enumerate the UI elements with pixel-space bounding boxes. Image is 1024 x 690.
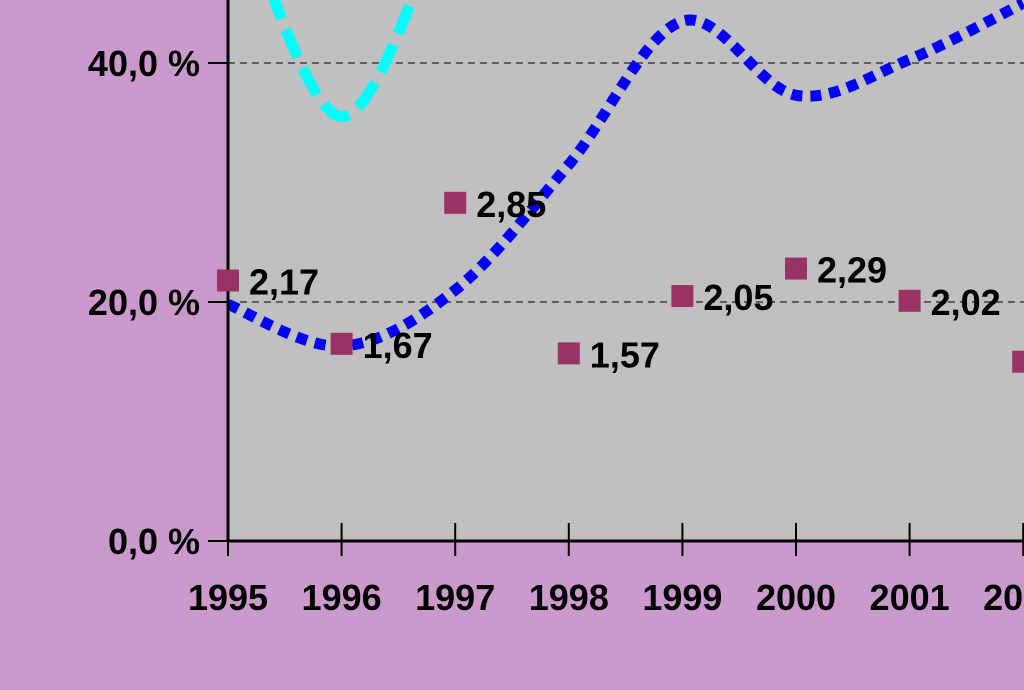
y-tick-label: 20,0 % <box>88 282 200 323</box>
data-point-marker <box>444 191 467 214</box>
y-axis-ticks: 0,0 % 20,0 % 40,0 % <box>88 43 228 562</box>
gridlines <box>228 62 1024 303</box>
y-tick-label: 0,0 % <box>108 521 200 562</box>
x-tick-label: 2000 <box>756 577 836 618</box>
data-label: 2,05 <box>703 277 773 318</box>
data-label: 1,67 <box>363 325 433 366</box>
x-tick-label: 1997 <box>415 577 495 618</box>
series-line <box>228 0 1024 352</box>
series-line <box>268 0 418 123</box>
data-point-marker <box>785 257 807 280</box>
x-axis-ticks: 1995 1996 1997 1998 1999 2000 2001 2002 <box>188 523 1024 618</box>
data-point-marker <box>330 332 353 355</box>
y-tick-label: 40,0 % <box>88 43 200 84</box>
x-tick-label: 1998 <box>529 577 609 618</box>
series-lines <box>228 0 1024 352</box>
data-label: 1,57 <box>590 334 660 375</box>
data-markers <box>217 191 1024 373</box>
data-label: 2,17 <box>249 261 319 302</box>
data-point-marker <box>898 289 921 312</box>
data-point-marker <box>217 269 239 292</box>
x-tick-label: 2001 <box>870 577 950 618</box>
data-point-marker <box>671 285 694 308</box>
x-tick-label: 1996 <box>302 577 382 618</box>
data-labels: 2,17 1,67 2,85 1,57 2,05 2,29 2,02 <box>249 184 1001 376</box>
plot-area <box>228 0 1024 542</box>
x-tick-label: 2002 <box>983 577 1024 618</box>
data-point-marker <box>1012 350 1024 373</box>
data-label: 2,02 <box>931 282 1001 323</box>
data-label: 2,29 <box>817 250 887 291</box>
data-label: 2,85 <box>476 184 546 225</box>
data-point-marker <box>557 342 580 365</box>
x-tick-label: 1995 <box>188 577 268 618</box>
x-tick-label: 1999 <box>642 577 722 618</box>
